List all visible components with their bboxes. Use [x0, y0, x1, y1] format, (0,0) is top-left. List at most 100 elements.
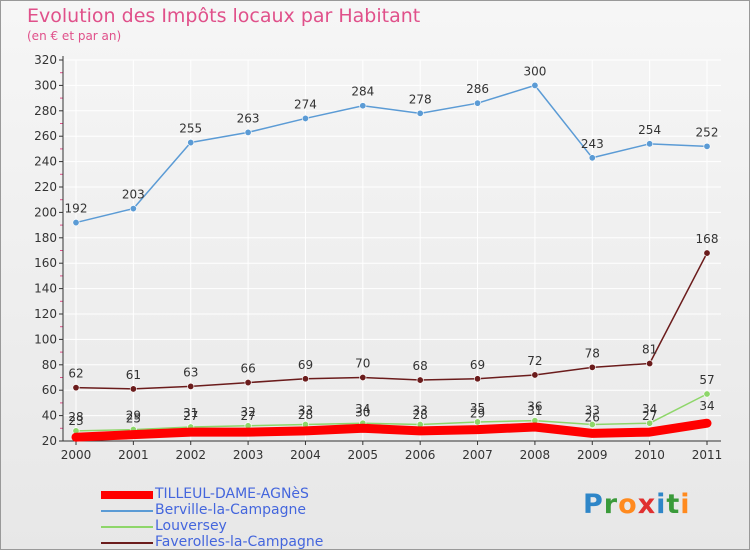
chart-subtitle: (en € et par an)	[27, 29, 122, 43]
data-point	[530, 423, 539, 432]
y-tick-label: 20	[42, 434, 57, 448]
data-point	[473, 425, 482, 434]
data-label: 25	[126, 412, 141, 426]
data-label: 32	[240, 405, 255, 419]
data-point	[129, 385, 137, 393]
data-label: 62	[68, 367, 83, 381]
y-tick-label: 80	[42, 358, 57, 372]
data-point	[129, 205, 137, 213]
x-tick-label: 2009	[577, 448, 608, 462]
data-point	[359, 102, 367, 110]
legend-item: Louversey	[101, 518, 401, 535]
logo-letter: r	[603, 489, 619, 520]
data-point	[187, 139, 195, 147]
data-label: 81	[642, 343, 657, 357]
y-tick-label: 260	[34, 129, 57, 143]
data-label: 34	[642, 402, 657, 416]
y-tick-label: 120	[34, 307, 57, 321]
data-point	[588, 363, 596, 371]
logo-letter: o	[618, 489, 638, 520]
y-tick-label: 280	[34, 104, 57, 118]
y-tick-label: 240	[34, 155, 57, 169]
series-line-3	[75, 252, 708, 390]
data-label: 274	[294, 97, 317, 111]
x-tick-label: 2001	[118, 448, 149, 462]
y-tick-label: 320	[34, 53, 57, 67]
data-label: 35	[470, 401, 485, 415]
data-point	[474, 99, 482, 107]
data-point	[588, 429, 597, 438]
data-point	[301, 426, 310, 435]
data-point	[703, 419, 711, 428]
data-label: 34	[355, 402, 370, 416]
data-label: 70	[355, 357, 370, 371]
series-line-2	[75, 393, 708, 432]
legend-swatch	[101, 491, 153, 499]
data-point	[703, 390, 711, 398]
data-point	[416, 376, 424, 384]
data-label: 278	[409, 92, 432, 106]
series-line-1	[75, 84, 708, 224]
data-point	[244, 379, 252, 387]
data-point	[244, 428, 253, 437]
x-tick-label: 2008	[520, 448, 551, 462]
legend-item: Faverolles-la-Campagne	[101, 534, 401, 551]
x-tick-label: 2002	[175, 448, 206, 462]
data-label: 63	[183, 365, 198, 379]
data-point	[72, 384, 80, 392]
legend-swatch	[101, 526, 153, 528]
data-point	[588, 420, 596, 428]
data-label: 28	[413, 408, 428, 422]
data-label: 68	[413, 359, 428, 373]
data-point	[531, 81, 539, 89]
data-label: 66	[240, 362, 255, 376]
data-point	[703, 249, 711, 257]
data-point	[187, 382, 195, 390]
data-label: 27	[240, 409, 255, 423]
data-point	[646, 360, 654, 368]
data-label: 284	[351, 85, 374, 99]
data-point	[244, 128, 252, 136]
y-tick-label: 200	[34, 205, 57, 219]
data-label: 168	[696, 232, 719, 246]
data-label: 61	[126, 368, 141, 382]
logo-letter: i	[680, 489, 691, 520]
data-point	[416, 426, 425, 435]
data-point	[588, 154, 596, 162]
x-tick-label: 2000	[61, 448, 92, 462]
y-tick-label: 160	[34, 256, 57, 270]
data-point	[301, 114, 309, 122]
data-label: 33	[585, 403, 600, 417]
y-tick-label: 300	[34, 78, 57, 92]
data-point	[646, 140, 654, 148]
data-label: 57	[699, 373, 714, 387]
data-label: 69	[298, 358, 313, 372]
x-tick-label: 2004	[290, 448, 321, 462]
data-label: 23	[68, 414, 83, 428]
data-point	[416, 109, 424, 117]
data-label: 26	[585, 410, 600, 424]
data-point	[301, 375, 309, 383]
series-line-0	[71, 418, 712, 442]
data-label: 27	[183, 409, 198, 423]
y-tick-label: 140	[34, 282, 57, 296]
data-point	[474, 375, 482, 383]
data-label: 300	[523, 64, 546, 78]
legend-swatch	[101, 542, 153, 544]
data-label: 27	[642, 409, 657, 423]
data-point	[186, 428, 195, 437]
y-tick-label: 180	[34, 231, 57, 245]
data-label: 34	[699, 399, 714, 413]
y-tick-label: 40	[42, 409, 57, 423]
legend-label: Berville-la-Campagne	[155, 502, 306, 518]
data-label: 254	[638, 123, 661, 137]
data-label: 255	[179, 122, 202, 136]
logo-letter: x	[637, 489, 657, 520]
legend-item: TILLEUL-DAME-AGNèS	[101, 486, 401, 503]
data-point	[646, 419, 654, 427]
data-label: 203	[122, 188, 145, 202]
x-tick-label: 2006	[405, 448, 436, 462]
logo-letter: t	[666, 489, 681, 520]
legend-label: Faverolles-la-Campagne	[155, 534, 324, 550]
